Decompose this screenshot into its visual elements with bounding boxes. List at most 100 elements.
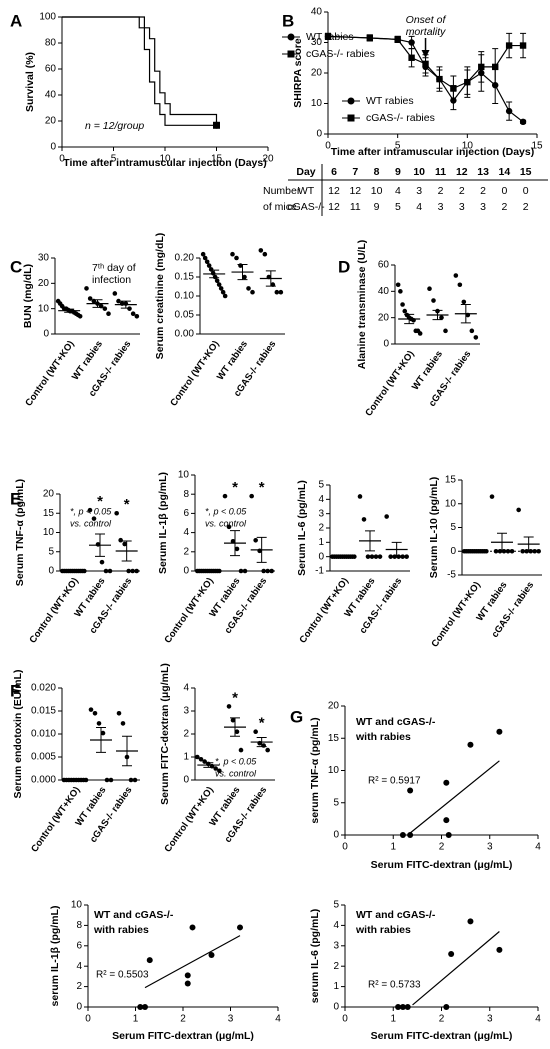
data-point (189, 924, 196, 931)
table-cell: 3 (438, 201, 444, 213)
data-point (431, 298, 436, 303)
significance-mark: * (259, 715, 265, 732)
marker (436, 75, 443, 83)
data-point (112, 291, 118, 296)
sem-bar (391, 541, 402, 558)
data-point (484, 548, 489, 554)
table-cell: 3 (459, 201, 465, 213)
data-point (407, 787, 414, 794)
y-tick-label: 60 (45, 64, 57, 75)
data-point (230, 538, 236, 544)
y-axis-label: serum IL-1β (pg/mL) (49, 906, 61, 1007)
table-cell: 2 (480, 185, 486, 197)
data-point (253, 537, 258, 543)
legend-label: cGAS-/- rabies (306, 48, 375, 60)
y-axis-label: Alanine transminase (U/L) (356, 240, 368, 370)
x-tick-label: Control (WT+KO) (363, 349, 416, 419)
y-tick-label: 10 (178, 470, 190, 481)
data-point (516, 507, 521, 513)
x-tick-label: 10 (462, 141, 474, 152)
data-point (467, 918, 474, 925)
x-axis-label: Serum FITC-dextran (μg/mL) (371, 859, 513, 871)
data-point (216, 282, 222, 287)
data-point (520, 548, 525, 554)
significance-mark: * (259, 479, 265, 496)
data-point (496, 728, 503, 735)
data-point (226, 704, 232, 709)
y-tick-label: 1 (183, 752, 189, 763)
x-axis-label: Time after intramuscular injection (Days… (331, 146, 534, 158)
data-point (443, 328, 448, 334)
legend-marker (287, 33, 295, 41)
table-header: 6 (331, 166, 337, 178)
y-tick-label: 0.00 (175, 329, 195, 340)
marker (450, 85, 457, 92)
y-tick-label: 0.015 (31, 706, 56, 717)
annotation: vs. control (205, 518, 247, 528)
y-axis-label: Serum FITC-dextran (μg/mL) (159, 663, 171, 805)
table-cell: 2 (438, 185, 444, 197)
table-header: 14 (499, 166, 511, 178)
data-point (114, 510, 119, 516)
annotation: *, p < 0.05 (205, 506, 247, 516)
trend-line (412, 931, 500, 1006)
data-point (87, 296, 93, 301)
x-tick-label: 5 (395, 141, 401, 152)
data-point (400, 302, 405, 307)
data-point (99, 559, 105, 565)
y-tick-label: 10 (43, 527, 55, 538)
table-cell: 0 (501, 185, 507, 197)
table-cell: 2 (501, 201, 507, 213)
data-point (195, 754, 200, 760)
table-cell: 4 (416, 201, 422, 213)
sem-bar (120, 300, 131, 309)
x-tick-label: 1 (390, 842, 396, 853)
data-point (106, 311, 111, 317)
y-tick-label: 1 (318, 537, 324, 548)
y-axis-label: Serum endotoxin (EU/mL) (12, 670, 24, 799)
y-tick-label: 6 (76, 940, 82, 951)
marker (408, 39, 415, 46)
x-axis-label: Serum FITC-dextran (μg/mL) (371, 1030, 513, 1042)
data-point (234, 546, 240, 552)
data-point (200, 251, 206, 257)
data-point (126, 568, 131, 574)
y-tick-label: 10 (445, 498, 457, 509)
marker (464, 78, 471, 86)
x-tick-label: 1 (133, 1014, 139, 1025)
sem-bar (497, 532, 507, 552)
sem-bar (92, 299, 103, 308)
y-tick-label: 0.15 (175, 272, 195, 283)
data-point (384, 514, 389, 519)
data-point (373, 554, 379, 559)
annotation: *, p < 0.05 (215, 756, 257, 766)
table-header: Day (296, 166, 315, 178)
sem-bar (203, 762, 214, 768)
data-point (443, 779, 450, 786)
significance-mark: * (232, 479, 238, 496)
table-cell: 3 (480, 201, 486, 213)
data-point (202, 255, 208, 261)
y-tick-label: 0 (333, 830, 339, 841)
data-point (208, 951, 215, 958)
data-point (238, 568, 244, 574)
x-axis-label: Time after intramuscular injection (Days… (63, 157, 266, 169)
data-point (427, 286, 432, 292)
significance-mark: * (124, 496, 130, 513)
data-point (249, 493, 254, 499)
table-cell: 11 (350, 201, 361, 213)
data-point (230, 717, 236, 723)
data-point (116, 298, 121, 304)
y-axis-label: Serum IL-1β (pg/mL) (157, 472, 169, 574)
y-tick-label: 20 (311, 68, 323, 79)
x-tick-label: 2 (439, 842, 445, 853)
data-point (130, 568, 135, 574)
y-tick-label: 100 (39, 12, 56, 23)
data-point (122, 541, 127, 547)
annotation: *, p < 0.05 (70, 506, 112, 516)
data-point (361, 517, 367, 522)
data-point (96, 721, 102, 726)
y-tick-label: 0 (50, 142, 56, 153)
x-tick-label: 0 (59, 154, 65, 165)
x-tick-label: 0 (342, 1014, 348, 1025)
